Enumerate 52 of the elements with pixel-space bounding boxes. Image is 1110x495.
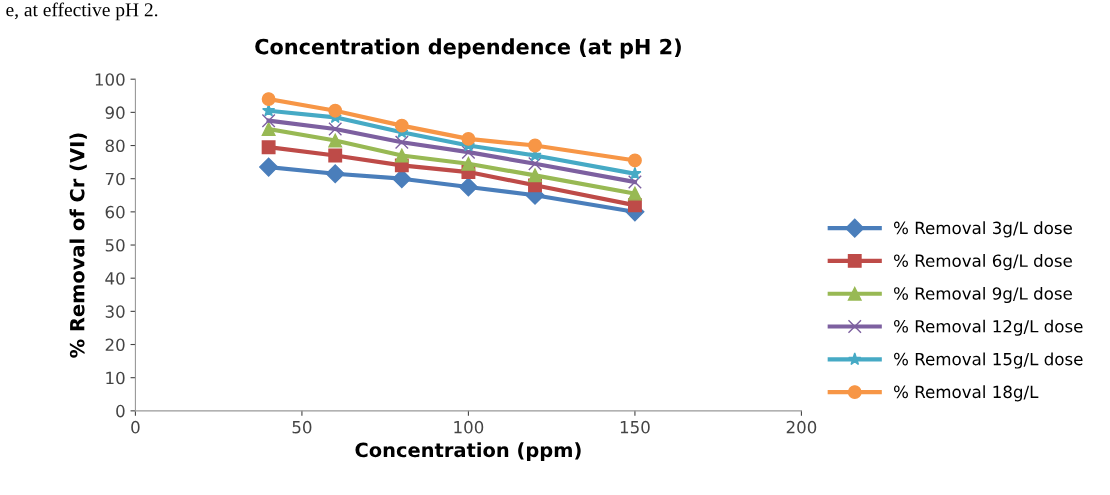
legend-label: % Removal 12g/L dose <box>893 319 1083 336</box>
x-tick-label: 0 <box>131 420 140 434</box>
point <box>394 118 409 133</box>
x-tick-label: 50 <box>292 420 312 434</box>
y-tick-label: 100 <box>95 73 125 86</box>
point <box>461 145 476 160</box>
x-tick-label: 100 <box>454 420 484 434</box>
legend-label: % Removal 9g/L dose <box>893 286 1072 304</box>
point <box>461 156 476 171</box>
point <box>394 148 409 163</box>
y-tick-label: 60 <box>105 205 125 219</box>
point <box>328 122 343 136</box>
point <box>528 156 542 171</box>
point <box>261 103 276 117</box>
y-tick-label: 0 <box>116 404 125 418</box>
legend-label: % Removal 3g/L dose <box>893 221 1072 238</box>
y-tick-label: 50 <box>105 238 125 252</box>
point <box>325 164 345 184</box>
point <box>261 122 276 136</box>
y-axis-title: % Removal of Cr (VI) <box>69 133 87 358</box>
y-tick-label: 80 <box>105 139 125 153</box>
point <box>261 140 276 155</box>
point <box>528 168 542 183</box>
point <box>627 175 642 189</box>
point <box>627 153 642 168</box>
chart-title: Concentration dependence (at pH 2) <box>255 38 681 59</box>
legend-label: % Removal 6g/L dose <box>893 254 1072 271</box>
y-tick-label: 30 <box>105 305 125 318</box>
text: e, at effective pH 2. <box>6 2 158 21</box>
point <box>628 166 642 180</box>
y-tick-label: 10 <box>106 371 125 385</box>
point <box>458 177 478 197</box>
point <box>627 186 642 201</box>
point <box>328 148 343 163</box>
point <box>392 169 412 189</box>
legend-label: % Removal 18g/L <box>893 385 1039 402</box>
y-tick-label: 40 <box>105 272 125 285</box>
y-tick-label: 20 <box>105 338 125 352</box>
point <box>259 157 279 177</box>
point <box>394 135 409 150</box>
x-axis-title: Concentration (ppm) <box>355 442 581 462</box>
point <box>261 92 276 107</box>
x-tick-label: 200 <box>786 420 817 434</box>
y-tick-label: 70 <box>105 172 125 186</box>
legend-label: % Removal 15g/L dose <box>893 352 1083 369</box>
point <box>261 113 276 128</box>
point <box>328 103 343 118</box>
point <box>461 131 476 146</box>
point <box>328 133 343 148</box>
point <box>528 138 542 153</box>
y-tick-label: 90 <box>105 106 125 119</box>
x-tick-label: 150 <box>620 420 650 434</box>
